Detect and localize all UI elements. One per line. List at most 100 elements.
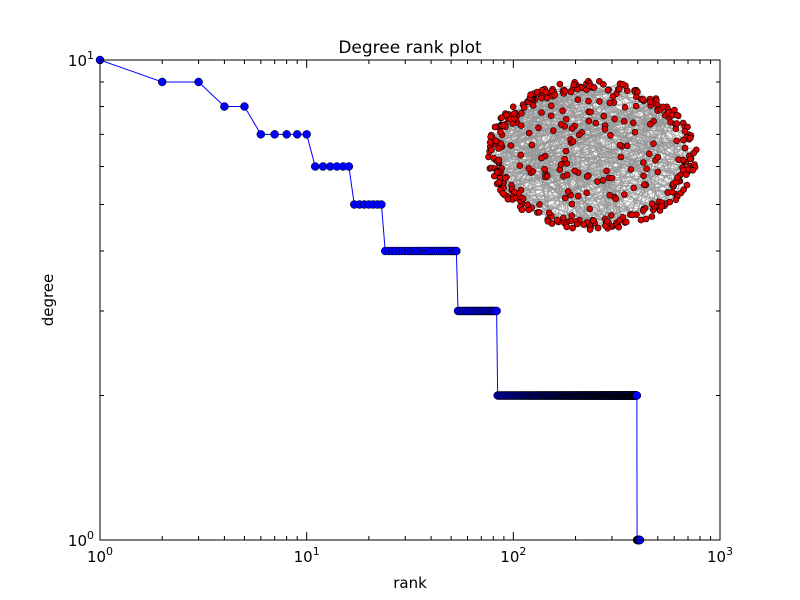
network-edge — [611, 106, 668, 179]
network-edge — [546, 97, 568, 227]
axes-frame — [99, 59, 721, 541]
network-node — [529, 102, 537, 109]
network-node — [574, 192, 582, 200]
network-node — [606, 191, 614, 199]
network-node — [535, 209, 543, 216]
network-node — [499, 122, 507, 129]
network-edge — [492, 143, 587, 194]
network-node — [612, 195, 620, 203]
network-node — [634, 88, 641, 96]
network-edge — [507, 98, 657, 200]
network-node — [510, 110, 518, 117]
network-node — [643, 165, 651, 173]
network-edge — [529, 97, 568, 228]
y-tick-label-base: 10 — [68, 52, 87, 70]
network-edge — [634, 131, 686, 149]
network-node — [538, 94, 545, 102]
network-node — [559, 214, 567, 222]
network-node — [545, 209, 553, 217]
network-edge — [498, 148, 684, 190]
x-tick-label-exponent: 0 — [106, 545, 113, 558]
network-node — [682, 171, 690, 178]
network-node — [690, 149, 698, 157]
data-point — [452, 246, 461, 256]
network-node — [639, 207, 647, 214]
network-node — [686, 134, 694, 142]
network-node — [608, 174, 616, 182]
data-point — [377, 200, 386, 209]
network-edge — [574, 114, 673, 172]
network-edge — [577, 99, 688, 186]
network-node — [583, 189, 591, 197]
network-node — [615, 223, 623, 231]
network-node — [640, 172, 647, 180]
network-node — [607, 212, 615, 219]
network-node — [686, 155, 694, 163]
network-node — [528, 141, 536, 149]
network-node — [516, 162, 524, 169]
network-edge — [497, 160, 565, 224]
data-point — [310, 162, 320, 171]
network-node — [487, 133, 494, 141]
network-node — [600, 112, 608, 120]
network-node — [640, 181, 648, 188]
x-tick-label-exponent: 3 — [726, 545, 733, 558]
network-node — [535, 124, 542, 132]
network-node — [619, 80, 627, 88]
network-node — [648, 200, 656, 208]
network-edge — [608, 174, 687, 179]
network-node — [551, 91, 559, 99]
network-edge — [558, 114, 678, 223]
network-node — [648, 213, 656, 220]
network-node — [568, 200, 576, 208]
network-node — [562, 116, 570, 123]
data-point — [270, 130, 279, 139]
network-node — [616, 141, 624, 149]
network-node — [507, 142, 515, 149]
x-tick-label-base: 10 — [87, 548, 106, 566]
y-axis-label: degree — [39, 274, 57, 327]
network-edge — [571, 128, 693, 171]
network-edge — [500, 109, 675, 145]
network-node — [611, 115, 618, 123]
network-node — [673, 120, 681, 127]
network-node — [629, 211, 636, 219]
network-node — [592, 119, 600, 127]
network-node — [571, 167, 579, 175]
network-node — [645, 150, 653, 158]
network-node — [630, 184, 638, 192]
x-tick-label-exponent: 1 — [313, 545, 320, 558]
network-node — [538, 109, 545, 116]
network-edge — [588, 80, 678, 178]
network-edge — [539, 184, 645, 213]
network-node — [524, 201, 531, 208]
network-node — [650, 140, 657, 147]
network-node — [683, 181, 691, 189]
network-node — [559, 107, 566, 114]
x-tick-label-base: 10 — [707, 548, 726, 566]
network-node — [603, 217, 611, 225]
network-node — [622, 218, 630, 226]
network-node — [623, 142, 631, 150]
network-node — [509, 103, 517, 111]
network-node — [547, 112, 555, 120]
network-node — [497, 128, 504, 136]
network-node — [517, 151, 525, 159]
network-node — [596, 98, 603, 105]
data-point — [256, 130, 266, 139]
x-axis-label: rank — [393, 574, 427, 592]
network-node — [681, 144, 689, 152]
network-node — [594, 224, 602, 232]
y-tick-label-exponent: 1 — [87, 49, 94, 62]
network-node — [544, 218, 552, 225]
network-node — [563, 223, 571, 231]
data-point — [220, 102, 229, 111]
data-point — [282, 130, 291, 139]
network-node — [492, 137, 500, 145]
network-edge — [606, 137, 691, 222]
network-node — [518, 110, 525, 117]
network-edge — [498, 82, 576, 183]
network-node — [573, 220, 581, 228]
network-edge — [589, 139, 684, 230]
